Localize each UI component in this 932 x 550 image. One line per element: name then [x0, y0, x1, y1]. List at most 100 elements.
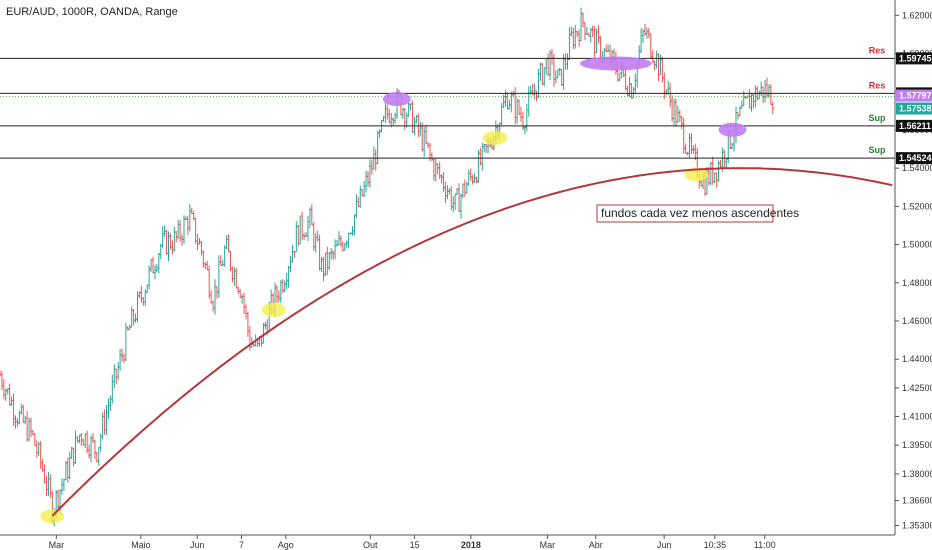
price-bar [178, 220, 182, 242]
price-bar [527, 86, 531, 117]
price-bar [19, 403, 23, 415]
price-bar [333, 239, 337, 260]
price-bar [533, 83, 537, 100]
price-tick-label: 1.41000 [902, 412, 932, 422]
price-bar [550, 48, 554, 65]
level-tag: Res [869, 45, 886, 55]
price-bar [535, 90, 539, 102]
price-bar [387, 108, 391, 124]
price-tick-label: 1.52000 [902, 201, 932, 211]
price-bar [139, 285, 143, 303]
price-bar [74, 430, 78, 464]
price-bar [68, 451, 72, 480]
price-bar [558, 67, 562, 76]
price-bar [416, 113, 420, 138]
price-bar [31, 430, 35, 436]
level-price-tag [896, 119, 932, 132]
price-bar [290, 244, 294, 263]
price-bar [21, 404, 25, 423]
time-tick-label: 10:35 [704, 540, 727, 550]
price-bar [467, 169, 471, 186]
price-bar [471, 174, 475, 185]
price-bar [8, 383, 12, 406]
price-bar [651, 50, 655, 63]
bottom-highlight [483, 130, 508, 145]
price-bar [655, 50, 659, 69]
price-bar [153, 264, 157, 280]
price-tick-label: 1.54000 [902, 163, 932, 173]
price-bar [310, 204, 314, 226]
price-bar [405, 112, 409, 128]
price-bar [596, 25, 600, 44]
price-bar [411, 100, 415, 133]
level-tag: Sup [869, 113, 887, 123]
price-bar [434, 158, 438, 182]
price-bar [225, 234, 229, 249]
parabolic-support-curve [51, 167, 893, 517]
time-tick-label: Abr [589, 540, 603, 550]
price-bar [517, 99, 521, 116]
price-bar [176, 219, 180, 240]
price-bar [196, 233, 200, 251]
price-bar [525, 103, 529, 132]
price-bar [12, 393, 16, 427]
price-bar [35, 440, 39, 458]
price-bar [325, 246, 329, 276]
price-bar [567, 27, 571, 61]
price-bar [159, 243, 163, 260]
price-bar [484, 144, 488, 154]
price-tick-label: 1.44000 [902, 354, 932, 364]
price-bar [232, 266, 236, 286]
price-bar [560, 68, 564, 87]
current-price-label: 1.57538 [899, 104, 932, 114]
price-bar [364, 170, 368, 193]
top-highlight [718, 122, 747, 137]
price-bar [66, 457, 70, 483]
price-bar [83, 433, 87, 448]
price-bar [230, 266, 234, 283]
price-bar [91, 433, 95, 443]
price-bar [60, 478, 64, 495]
price-bar [318, 234, 322, 271]
price-bar [618, 72, 622, 82]
price-bar [374, 149, 378, 171]
price-bar [478, 147, 482, 166]
price-bar [505, 92, 509, 110]
level-tag: Sup [869, 145, 887, 155]
price-bar [540, 62, 544, 86]
current-price-tag [896, 89, 932, 102]
price-bar [457, 183, 461, 212]
price-tick-label: 1.42500 [902, 383, 932, 393]
price-bar [761, 86, 765, 104]
price-bar [769, 84, 773, 105]
price-bar [581, 12, 585, 28]
price-bar [219, 255, 223, 266]
price-axis: 1.620001.600001.580001.560001.540001.520… [894, 0, 932, 535]
price-bar [476, 149, 480, 183]
time-tick-label: 7 [239, 540, 244, 550]
level-price-tag [896, 52, 932, 65]
level-price-label: 1.59745 [899, 53, 932, 63]
time-tick-label: Mar [540, 540, 556, 550]
time-tick-label: 11:00 [754, 540, 776, 550]
bottom-highlight [261, 302, 286, 317]
price-bar [287, 265, 291, 288]
price-bar [106, 398, 110, 419]
price-bar [424, 124, 428, 145]
price-bar [504, 90, 508, 107]
price-bar [339, 235, 343, 248]
price-bar [89, 435, 93, 463]
price-bar [306, 216, 310, 241]
price-tick-label: 1.50000 [902, 240, 932, 250]
price-bar [519, 106, 523, 122]
price-bar [314, 233, 318, 253]
price-bar [44, 476, 48, 496]
price-bar [680, 115, 684, 130]
price-bar [116, 362, 120, 380]
price-tick-label: 1.35300 [902, 520, 932, 530]
price-bar [627, 76, 631, 98]
price-bar [624, 68, 628, 91]
price-bar [451, 196, 455, 213]
price-bar [335, 239, 339, 247]
